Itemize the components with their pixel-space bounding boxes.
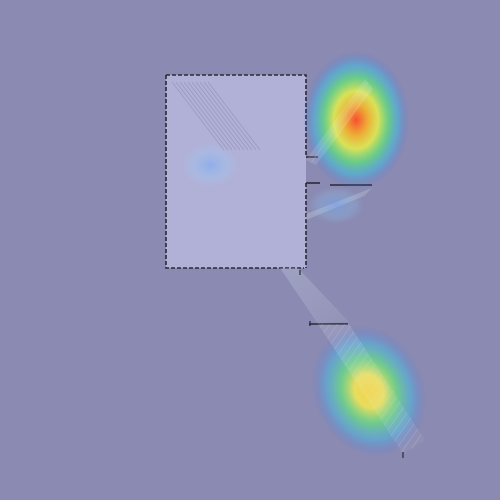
lower-beam-glow [318, 324, 425, 454]
small-wall-details [299, 270, 404, 458]
upper-beam-glow [306, 79, 373, 165]
room-hotspot [182, 143, 238, 187]
upper-heat-zone [303, 51, 409, 189]
middle-beam-glow [308, 186, 364, 224]
scan-lines [171, 81, 261, 151]
corridor-beam [280, 268, 349, 324]
